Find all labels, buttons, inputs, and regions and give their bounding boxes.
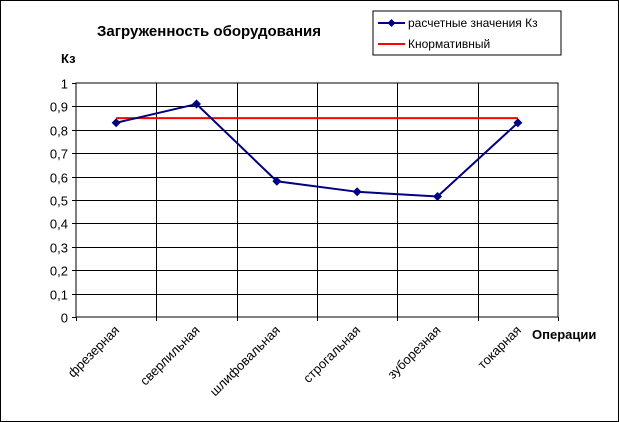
data-point-calculated xyxy=(513,118,523,128)
legend-label-normative: Кнормативный xyxy=(408,37,490,51)
y-tick-label: 0 xyxy=(61,311,68,326)
data-point-calculated xyxy=(192,99,201,109)
y-axis-title: Кз xyxy=(61,51,76,66)
x-tick-label: сверлильная xyxy=(137,323,203,389)
y-tick-label: 0,3 xyxy=(50,241,68,256)
y-tick-label: 0,7 xyxy=(50,147,68,162)
x-tick-label: строгальная xyxy=(300,323,363,386)
legend-label-calculated: расчетные значения Кз xyxy=(408,16,538,30)
x-tick-label: зуборезная xyxy=(384,323,443,382)
y-tick-label: 0,5 xyxy=(50,194,68,209)
data-point-calculated xyxy=(433,191,442,201)
legend-box xyxy=(372,10,562,56)
data-point-calculated xyxy=(111,118,121,128)
y-tick-label: 0,9 xyxy=(50,100,68,115)
legend-marker-calculated xyxy=(387,19,396,27)
y-tick-label: 0,4 xyxy=(50,217,68,232)
y-tick-label: 0,2 xyxy=(50,264,68,279)
legend: расчетные значения Кз Кнормативный xyxy=(372,10,562,56)
y-tick-label: 0,8 xyxy=(50,124,68,139)
series-line-calculated xyxy=(115,102,519,198)
x-tick-label: шлифовальная xyxy=(207,323,283,399)
x-tick-label: фрезерная xyxy=(65,323,123,381)
y-tick-label: 1 xyxy=(61,77,68,92)
data-point-calculated xyxy=(272,176,282,186)
plot-area: 0 0,1 0,2 0,3 0,4 0,5 0,6 0,7 0,8 0,9 1 фрезерная св… xyxy=(50,77,559,399)
chart-title: Загруженность оборудования xyxy=(97,23,321,40)
x-axis-title: Операции xyxy=(532,327,596,342)
x-tick-label: токарная xyxy=(475,323,524,372)
data-point-calculated xyxy=(352,187,362,197)
y-tick-label: 0,6 xyxy=(50,171,68,186)
y-tick-label: 0,1 xyxy=(50,288,68,303)
